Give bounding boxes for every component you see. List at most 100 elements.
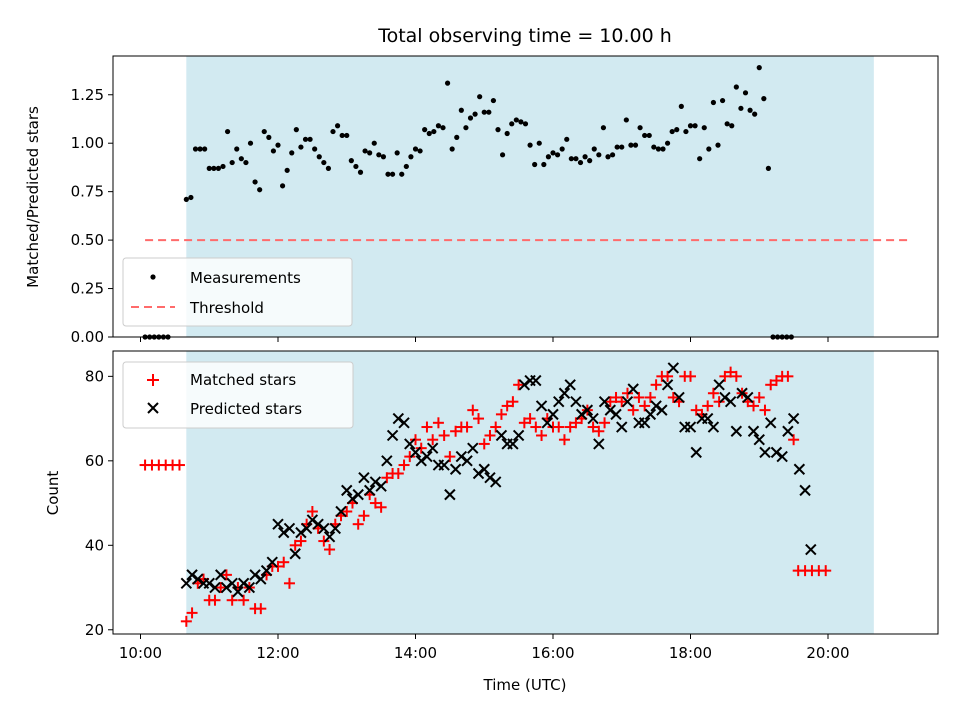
- predicted-stars-point: [249, 569, 261, 581]
- measurement-point: [206, 165, 212, 171]
- matched-stars-point: [713, 396, 725, 408]
- ratio-legend: Measurements Threshold: [122, 257, 353, 327]
- predicted-stars-point: [226, 577, 238, 590]
- measurement-point: [715, 142, 721, 148]
- predicted-stars-point: [553, 395, 565, 408]
- predicted-stars-point: [232, 586, 244, 598]
- predicted-stars-point: [386, 429, 399, 442]
- measurement-point: [289, 150, 295, 156]
- measurement-point: [651, 144, 657, 150]
- count-y-axis-label: Count: [44, 471, 62, 516]
- predicted-stars-point: [438, 459, 450, 471]
- x-tick-label: 20:00: [806, 644, 849, 662]
- predicted-stars-point: [289, 548, 301, 560]
- predicted-stars-point: [392, 412, 405, 425]
- matched-stars-point: [650, 379, 662, 391]
- matched-stars-point: [432, 417, 444, 429]
- predicted-stars-point: [495, 429, 508, 442]
- matched-stars-point: [352, 518, 364, 530]
- matched-stars-point: [707, 387, 719, 399]
- predicted-stars-point: [673, 391, 685, 404]
- measurement-point: [293, 127, 299, 133]
- predicted-stars-point: [478, 463, 490, 475]
- predicted-stars-point: [719, 391, 731, 404]
- measurement-point: [719, 97, 726, 104]
- measurement-point: [573, 156, 579, 162]
- matched-stars-point: [415, 442, 427, 454]
- matched-stars-point: [788, 434, 800, 446]
- matched-stars-point: [226, 594, 238, 606]
- predicted-stars-point: [421, 450, 433, 463]
- measurement-point: [334, 123, 341, 129]
- measurement-point: [275, 142, 281, 148]
- ratio-y-tick-label: 0.25: [71, 280, 104, 298]
- measurement-point: [687, 123, 694, 129]
- measurement-point: [344, 132, 350, 139]
- predicted-stars-point: [587, 412, 599, 425]
- measurement-point: [706, 146, 712, 152]
- measurement-point: [761, 96, 767, 102]
- predicted-stars-point: [300, 522, 313, 535]
- matched-stars-point: [238, 594, 250, 606]
- predicted-stars-point: [341, 484, 353, 497]
- measurement-point: [532, 161, 538, 168]
- count-plot-frame: [112, 350, 939, 635]
- predicted-stars-point: [805, 543, 817, 556]
- measurement-point: [270, 148, 277, 154]
- predicted-stars-point: [724, 395, 737, 408]
- predicted-stars-point: [278, 526, 290, 539]
- predicted-stars-point: [243, 581, 256, 594]
- matched-stars-point: [621, 387, 633, 399]
- measurement-point: [394, 150, 400, 156]
- predicted-stars-point: [541, 417, 553, 429]
- predicted-stars-point: [616, 421, 628, 433]
- x-tick-label: 16:00: [531, 644, 574, 662]
- predicted-stars-point: [306, 514, 319, 526]
- matched-stars-point: [461, 421, 473, 433]
- predicted-stars-point: [404, 438, 416, 450]
- measurement-point: [518, 119, 524, 125]
- matched-stars-point: [570, 417, 582, 429]
- matched-stars-point: [173, 459, 185, 471]
- predicted-stars-point: [335, 505, 347, 518]
- measurement-point: [655, 146, 662, 152]
- x-tick-label: 10:00: [119, 644, 162, 662]
- measurement-point: [559, 146, 565, 152]
- predicted-stars-point: [776, 450, 788, 463]
- measurement-point: [692, 123, 698, 129]
- measurement-point: [642, 132, 648, 139]
- matched-stars-point: [324, 544, 336, 556]
- measurement-point: [224, 128, 231, 135]
- x-tick-label: 12:00: [256, 644, 299, 662]
- count-axis-ticks: 10:00 12:00 14:00 16:00 18:00 20:00 20 40 60 80: [85, 367, 850, 662]
- measurement-point: [504, 130, 510, 137]
- predicted-stars-point: [409, 446, 422, 459]
- matched-stars-point: [730, 370, 742, 382]
- predicted-stars-point: [255, 573, 267, 585]
- measurement-point: [192, 146, 199, 152]
- predicted-stars-point: [295, 526, 307, 539]
- measurement-point: [742, 90, 749, 96]
- matched-stars-point: [518, 417, 530, 429]
- measurement-point: [513, 117, 519, 123]
- matched-stars-point: [318, 535, 330, 547]
- measurement-point: [568, 156, 574, 162]
- predicted-stars-point: [490, 476, 502, 488]
- measurement-point: [697, 156, 703, 162]
- predicted-stars-point: [638, 417, 651, 429]
- matched-stars-point: [627, 404, 639, 416]
- matched-stars-point: [633, 391, 645, 403]
- predicted-stars-point: [449, 463, 462, 475]
- measurement-point: [632, 142, 639, 148]
- matched-stars-point: [524, 413, 536, 425]
- measurement-point: [747, 107, 753, 113]
- measurement-point: [321, 159, 327, 166]
- matched-stars-point: [410, 434, 421, 446]
- matched-stars-point: [501, 400, 513, 412]
- predicted-stars-point: [627, 383, 639, 395]
- count-y-tick-label: 80: [85, 367, 104, 385]
- measurement-point: [509, 121, 515, 127]
- matched-stars-point: [530, 421, 542, 433]
- measurement-point: [403, 163, 409, 170]
- predicted-stars-point: [787, 412, 800, 425]
